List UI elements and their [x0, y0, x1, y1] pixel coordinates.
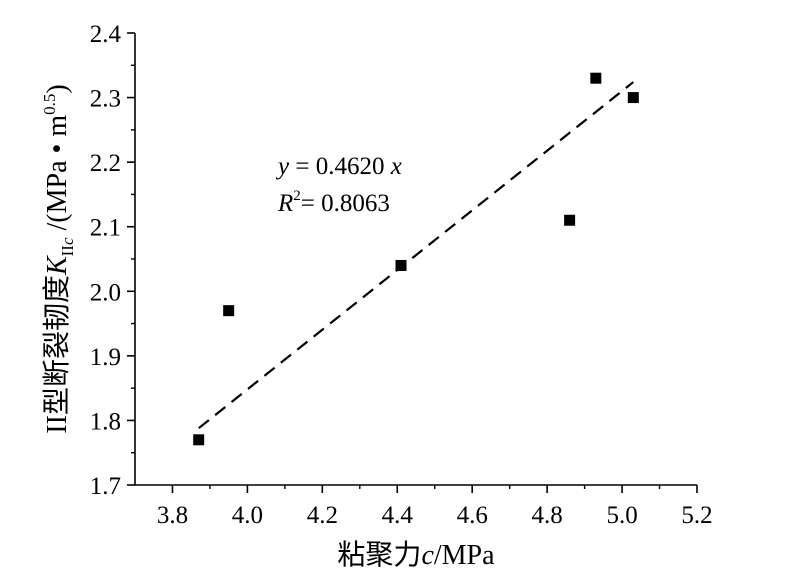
x-tick-label: 4.6 [457, 502, 488, 529]
r-squared-annotation: R2= 0.8063 [277, 188, 390, 217]
data-point [564, 214, 576, 226]
equation-x-var: x [390, 153, 402, 180]
equation-annotation: y = 0.4620 x [275, 153, 402, 180]
x-axis-title: 粘聚力c/MPa [337, 539, 495, 571]
y-tick-label: 2.0 [90, 279, 121, 306]
y-axis-title-sub-a: II [58, 245, 77, 257]
x-tick-label: 4.8 [532, 502, 563, 529]
y-axis-title-unit-end: ) [42, 84, 73, 93]
fit-line-group [198, 81, 634, 430]
x-axis-title-chinese: 粘聚力 [337, 539, 421, 571]
r-value: = 0.8063 [301, 190, 390, 217]
y-tick-label: 2.2 [90, 150, 121, 177]
y-tick-label: 1.9 [90, 344, 121, 371]
x-tick-label: 5.2 [681, 502, 712, 529]
y-axis-title-var: K [42, 255, 73, 276]
equation-y-var: y [275, 153, 290, 180]
x-tick-label: 4.2 [307, 502, 338, 529]
r-superscript: 2 [293, 188, 301, 204]
x-tick-label: 4.0 [232, 502, 263, 529]
data-point [193, 434, 205, 446]
fit-line [198, 81, 634, 430]
x-tick-label: 3.8 [157, 502, 188, 529]
y-axis-title-unit-start: /(MPa • m [42, 115, 73, 238]
y-tick-label: 1.7 [90, 473, 121, 500]
y-axis-title: II型断裂韧度KIIc /(MPa • m0.5) [40, 84, 77, 433]
x-tick-label: 5.0 [606, 502, 637, 529]
y-tick-label: 2.1 [90, 215, 121, 242]
x-tick-label: 4.4 [382, 502, 414, 529]
y-axis-title-chinese: II型断裂韧度 [41, 275, 73, 434]
x-axis-title-var: c [421, 540, 434, 571]
data-point [395, 259, 407, 271]
y-ticks: 1.7 1.8 1.9 2.0 2.1 2.2 2.3 2.4 [90, 21, 135, 500]
y-axis-title-sup: 0.5 [40, 94, 59, 115]
y-tick-label: 2.3 [90, 86, 121, 113]
y-tick-label: 2.4 [90, 21, 122, 48]
data-point [627, 92, 639, 104]
data-point [590, 72, 602, 84]
equation-coefficient: = 0.4620 [289, 153, 391, 180]
data-point [223, 305, 235, 317]
y-tick-label: 1.8 [90, 408, 121, 435]
data-points [193, 72, 639, 446]
r-label: R [277, 190, 293, 217]
x-ticks: 3.8 4.0 4.2 4.4 4.6 4.8 5.0 5.2 [157, 485, 713, 529]
x-axis-title-unit: /MPa [434, 540, 495, 571]
y-axis-title-sub-b: c [58, 237, 77, 245]
